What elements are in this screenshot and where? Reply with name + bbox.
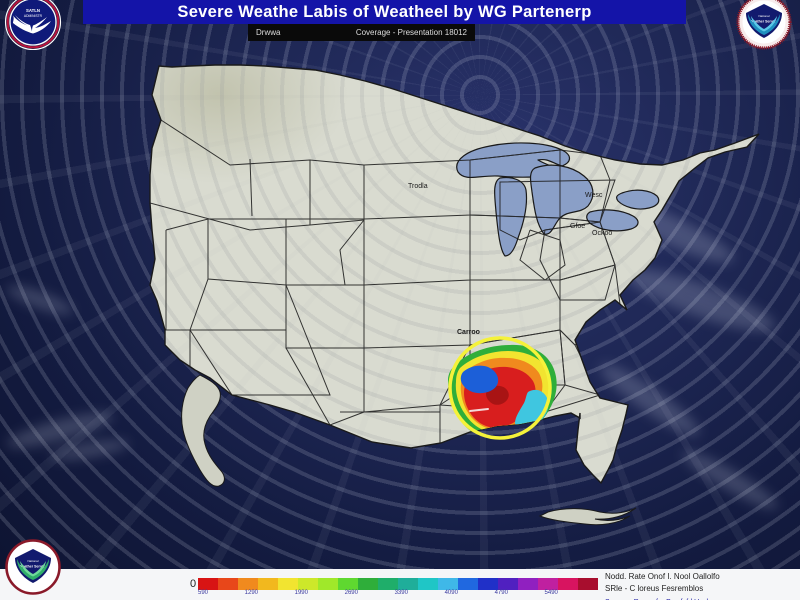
svg-text:Ockoo: Ockoo — [592, 230, 612, 237]
svg-text:National: National — [27, 559, 38, 563]
svg-text:National: National — [758, 14, 769, 18]
svg-text:ADMINISTR: ADMINISTR — [24, 14, 43, 18]
svg-text:SATLN: SATLN — [26, 8, 40, 13]
svg-text:Wesc: Wesc — [585, 192, 603, 199]
svg-text:Carroo: Carroo — [457, 329, 480, 336]
svg-text:Trodla: Trodla — [408, 183, 428, 190]
svg-text:Gfovso: Gfovso — [588, 357, 610, 364]
